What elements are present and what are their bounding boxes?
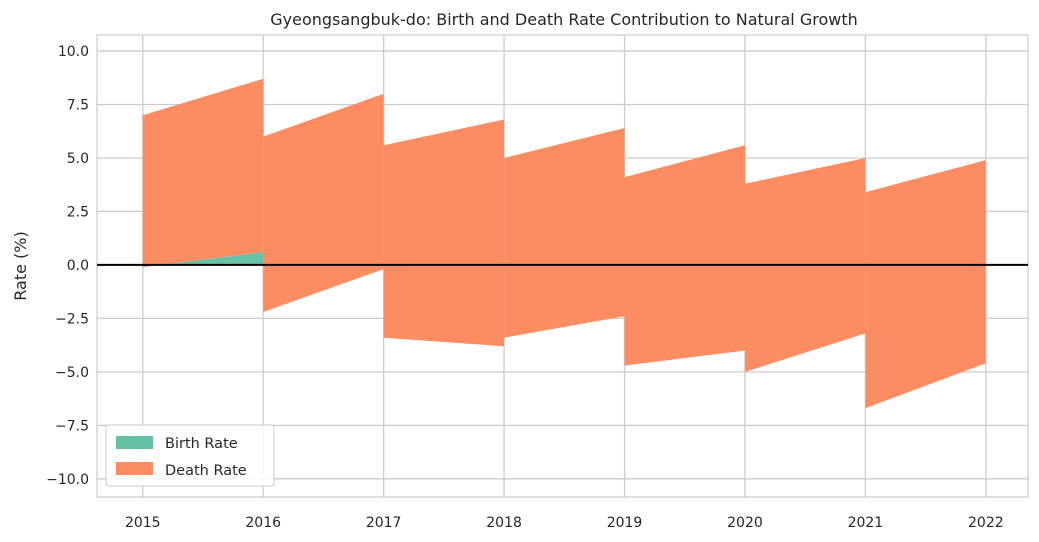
y-tick-label-6: −5.0 xyxy=(55,365,89,381)
legend-label-birth-rate: Birth Rate xyxy=(165,436,238,452)
y-tick-label-5: −2.5 xyxy=(55,311,89,327)
y-tick-label-8: −10.0 xyxy=(46,472,89,488)
y-tick-label-0: 10.0 xyxy=(58,44,89,60)
y-tick-label-4: 0.0 xyxy=(67,258,89,274)
x-tick-labels: 2015 2016 2017 2018 2019 2020 2021 2022 xyxy=(125,515,1004,531)
x-tick-label-2015: 2015 xyxy=(125,515,161,531)
x-tick-label-2017: 2017 xyxy=(366,515,402,531)
legend-swatch-birth-rate xyxy=(116,436,153,449)
birth-rate-area-2015 xyxy=(142,252,264,268)
legend: Birth Rate Death Rate xyxy=(105,424,275,487)
x-tick-label-2021: 2021 xyxy=(848,515,884,531)
y-tick-label-7: −7.5 xyxy=(55,418,89,434)
y-tick-label-1: 7.5 xyxy=(67,98,89,114)
death-rate-area-2021 xyxy=(865,160,986,409)
x-tick-label-2016: 2016 xyxy=(245,515,281,531)
death-rate-area-2016 xyxy=(263,93,384,312)
x-tick-label-2018: 2018 xyxy=(486,515,522,531)
y-tick-label-2: 5.0 xyxy=(67,151,89,167)
x-tick-label-2022: 2022 xyxy=(968,515,1004,531)
death-rate-area-2017 xyxy=(383,119,505,347)
y-tick-label-3: 2.5 xyxy=(67,204,89,220)
death-rate-area-2015 xyxy=(142,78,264,268)
y-axis-title: Rate (%) xyxy=(11,231,30,300)
death-rate-area-2018 xyxy=(504,128,625,338)
legend-label-death-rate: Death Rate xyxy=(165,463,247,479)
x-tick-label-2019: 2019 xyxy=(607,515,643,531)
x-tick-label-2020: 2020 xyxy=(727,515,763,531)
death-rate-area-2019 xyxy=(624,145,745,366)
legend-swatch-death-rate xyxy=(116,462,153,475)
chart-title: Gyeongsangbuk-do: Birth and Death Rate C… xyxy=(270,10,858,29)
y-tick-labels: 10.0 7.5 5.0 2.5 0.0 −2.5 −5.0 −7.5 −10.0 xyxy=(46,44,89,488)
